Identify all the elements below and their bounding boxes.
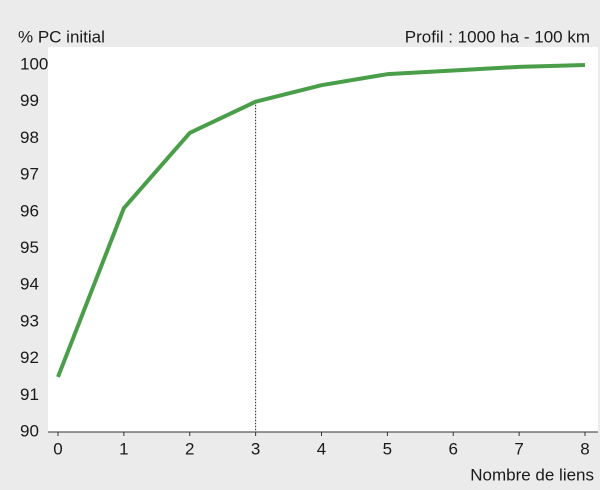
y-tick-label: 94	[20, 275, 39, 294]
y-tick-label: 93	[20, 311, 39, 330]
series-line	[56, 63, 586, 378]
y-tick-label: 92	[20, 348, 39, 367]
y-tick-label: 99	[20, 91, 39, 110]
y-tick-label: 96	[20, 201, 39, 220]
x-tick-label: 7	[514, 439, 523, 458]
y-tick-label: 97	[20, 165, 39, 184]
x-tick-label: 4	[317, 439, 326, 458]
y-tick-label: 100	[20, 54, 48, 73]
x-tick-label: 6	[449, 439, 458, 458]
y-tick-label: 90	[20, 421, 39, 440]
x-axis-label: Nombre de liens	[470, 465, 594, 484]
x-tick-label: 8	[580, 439, 589, 458]
y-axis-label: % PC initial	[18, 27, 105, 46]
x-tick-label: 5	[383, 439, 392, 458]
y-tick-label: 98	[20, 128, 39, 147]
plot-area	[48, 47, 598, 432]
x-tick-label: 3	[251, 439, 260, 458]
x-tick-label: 1	[119, 439, 128, 458]
x-tick-label: 0	[53, 439, 62, 458]
y-tick-label: 95	[20, 238, 39, 257]
x-tick-label: 2	[185, 439, 194, 458]
subtitle: Profil : 1000 ha - 100 km	[405, 27, 590, 46]
y-tick-label: 91	[20, 385, 39, 404]
